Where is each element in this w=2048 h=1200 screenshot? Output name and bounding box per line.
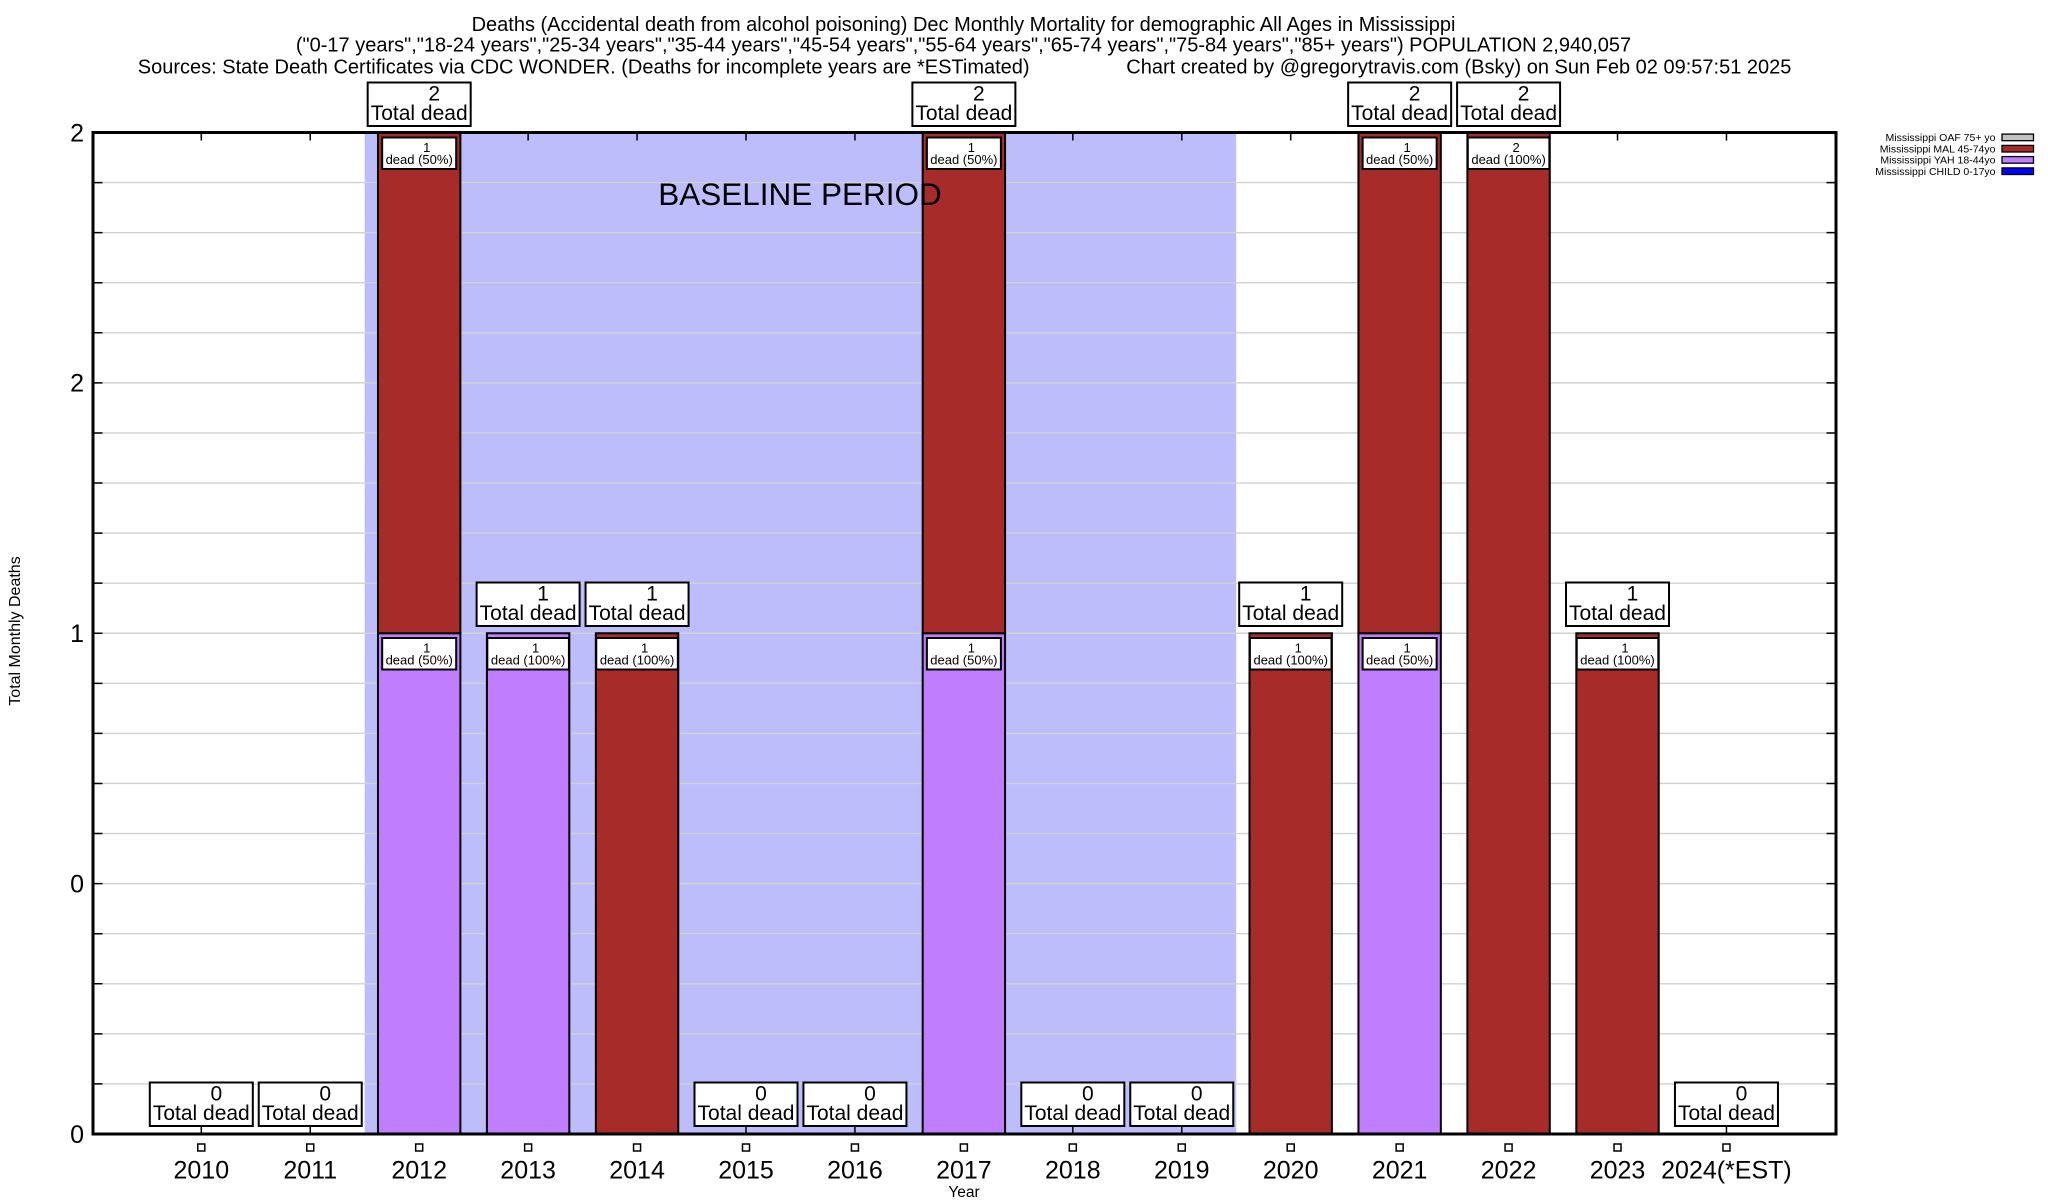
svg-text:Total dead: Total dead xyxy=(1024,1102,1121,1125)
svg-text:1: 1 xyxy=(423,640,430,655)
svg-text:dead (100%): dead (100%) xyxy=(1253,653,1327,668)
svg-text:1: 1 xyxy=(1621,640,1628,655)
svg-text:1: 1 xyxy=(70,620,84,648)
svg-text:0: 0 xyxy=(210,1082,222,1105)
svg-text:dead (100%): dead (100%) xyxy=(1580,653,1654,668)
svg-text:2: 2 xyxy=(70,119,84,147)
svg-text:0: 0 xyxy=(1736,1082,1748,1105)
svg-text:dead (50%): dead (50%) xyxy=(1366,152,1433,167)
svg-text:2020: 2020 xyxy=(1263,1157,1319,1185)
svg-text:("0-17 years","18-24 years","2: ("0-17 years","18-24 years","25-34 years… xyxy=(296,35,1631,57)
svg-text:Total dead: Total dead xyxy=(1678,1102,1775,1125)
svg-text:2018: 2018 xyxy=(1045,1157,1101,1185)
svg-text:2011: 2011 xyxy=(283,1157,337,1185)
svg-text:1: 1 xyxy=(968,640,975,655)
svg-text:2: 2 xyxy=(1409,82,1421,105)
svg-text:Chart created by @gregorytravi: Chart created by @gregorytravis.com (Bsk… xyxy=(1126,57,1791,79)
svg-text:Total dead: Total dead xyxy=(262,1102,359,1125)
svg-text:Mississippi MAL 45-74yo: Mississippi MAL 45-74yo xyxy=(1880,144,1996,156)
svg-text:2022: 2022 xyxy=(1481,1157,1537,1185)
svg-text:1: 1 xyxy=(423,140,430,155)
svg-text:Mississippi CHILD 0-17yo: Mississippi CHILD 0-17yo xyxy=(1875,166,1995,178)
svg-text:Total dead: Total dead xyxy=(1133,1102,1230,1125)
svg-text:Deaths (Accidental death from: Deaths (Accidental death from alcohol po… xyxy=(472,14,1456,36)
svg-text:Year: Year xyxy=(948,1184,979,1200)
svg-text:dead (100%): dead (100%) xyxy=(491,653,565,668)
svg-text:Total dead: Total dead xyxy=(589,602,686,625)
svg-text:dead (100%): dead (100%) xyxy=(1471,152,1545,167)
svg-text:1: 1 xyxy=(1300,582,1312,605)
svg-text:Total dead: Total dead xyxy=(480,602,577,625)
svg-text:dead (50%): dead (50%) xyxy=(930,152,997,167)
svg-text:Total dead: Total dead xyxy=(1242,602,1339,625)
svg-text:Mississippi YAH 18-44yo: Mississippi YAH 18-44yo xyxy=(1880,155,1995,167)
svg-text:2014: 2014 xyxy=(609,1157,665,1185)
svg-text:2016: 2016 xyxy=(827,1157,883,1185)
svg-text:Sources: State Death Certifica: Sources: State Death Certificates via CD… xyxy=(138,57,1030,79)
svg-text:1: 1 xyxy=(1627,582,1639,605)
svg-text:Total Monthly Deaths: Total Monthly Deaths xyxy=(7,556,24,705)
svg-text:Total dead: Total dead xyxy=(1460,102,1557,125)
svg-text:Total dead: Total dead xyxy=(915,102,1012,125)
svg-text:Total dead: Total dead xyxy=(698,1102,795,1125)
svg-text:0: 0 xyxy=(755,1082,767,1105)
svg-text:2: 2 xyxy=(1512,140,1519,155)
svg-text:Total dead: Total dead xyxy=(371,102,468,125)
svg-text:1: 1 xyxy=(532,640,539,655)
svg-text:dead (50%): dead (50%) xyxy=(1366,653,1433,668)
svg-text:0: 0 xyxy=(319,1082,331,1105)
svg-text:Mississippi OAF 75+ yo: Mississippi OAF 75+ yo xyxy=(1886,132,1996,144)
svg-text:1: 1 xyxy=(537,582,549,605)
svg-text:0: 0 xyxy=(70,1121,84,1149)
svg-text:2024(*EST): 2024(*EST) xyxy=(1661,1157,1792,1185)
svg-text:1: 1 xyxy=(646,582,658,605)
svg-text:2: 2 xyxy=(1518,82,1530,105)
svg-text:Total dead: Total dead xyxy=(1351,102,1448,125)
svg-text:1: 1 xyxy=(1295,640,1302,655)
svg-text:2023: 2023 xyxy=(1590,1157,1646,1185)
svg-text:Total dead: Total dead xyxy=(1569,602,1666,625)
svg-text:BASELINE PERIOD: BASELINE PERIOD xyxy=(658,176,942,212)
svg-text:0: 0 xyxy=(864,1082,876,1105)
svg-text:dead (50%): dead (50%) xyxy=(930,653,997,668)
svg-text:dead (50%): dead (50%) xyxy=(386,152,453,167)
svg-text:2: 2 xyxy=(973,82,985,105)
svg-text:2017: 2017 xyxy=(936,1157,992,1185)
svg-text:2013: 2013 xyxy=(500,1157,556,1185)
svg-text:2019: 2019 xyxy=(1154,1157,1210,1185)
svg-text:0: 0 xyxy=(1082,1082,1094,1105)
svg-text:2010: 2010 xyxy=(173,1157,229,1185)
svg-text:1: 1 xyxy=(1404,140,1411,155)
svg-text:2: 2 xyxy=(70,370,84,398)
svg-text:1: 1 xyxy=(641,640,648,655)
svg-text:1: 1 xyxy=(1404,640,1411,655)
svg-text:2021: 2021 xyxy=(1372,1157,1428,1185)
svg-text:0: 0 xyxy=(1191,1082,1203,1105)
svg-text:dead (100%): dead (100%) xyxy=(600,653,674,668)
svg-text:2012: 2012 xyxy=(391,1157,447,1185)
svg-text:2015: 2015 xyxy=(718,1157,774,1185)
svg-text:2: 2 xyxy=(428,82,440,105)
svg-text:dead (50%): dead (50%) xyxy=(386,653,453,668)
svg-text:Total dead: Total dead xyxy=(153,1102,250,1125)
svg-text:Total dead: Total dead xyxy=(806,1102,903,1125)
svg-text:0: 0 xyxy=(70,870,84,898)
svg-text:1: 1 xyxy=(968,140,975,155)
